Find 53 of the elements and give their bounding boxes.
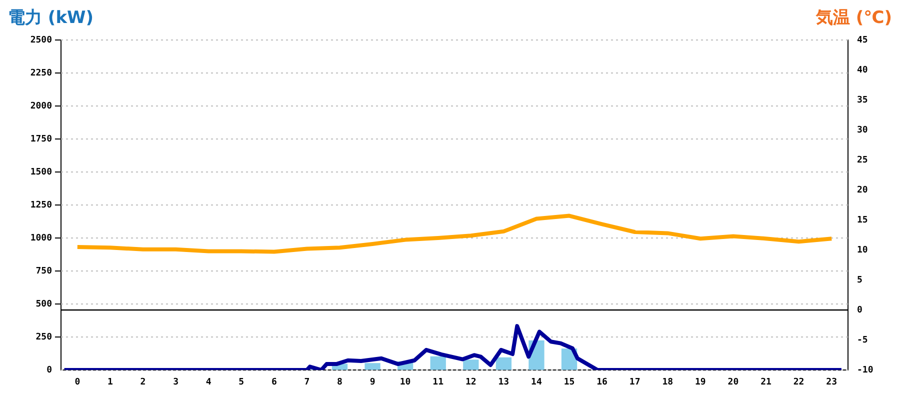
bar [496, 357, 512, 370]
x-tick-label: 20 [728, 378, 739, 388]
y2-tick-label: -5 [857, 335, 868, 346]
x-tick-label: 17 [629, 378, 640, 388]
y-tick-label: 2500 [30, 35, 52, 46]
y2-tick-label: 35 [857, 95, 868, 106]
y-tick-label: 500 [36, 299, 52, 310]
y2-tick-label: 5 [857, 275, 862, 286]
x-tick-label: 9 [370, 378, 376, 388]
x-tick-label: 6 [271, 378, 277, 388]
y2-axis-title: 気温 (℃) [816, 7, 892, 29]
y-tick-label: 0 [46, 365, 52, 376]
x-tick-label: 7 [304, 378, 310, 388]
bar [430, 356, 446, 370]
x-tick-label: 2 [140, 378, 146, 388]
y2-tick-label: 20 [857, 185, 868, 196]
y-tick-label: 250 [36, 332, 52, 342]
y-tick-label: 750 [36, 266, 52, 276]
x-tick-label: 22 [793, 378, 804, 388]
x-tick-label: 16 [596, 378, 608, 388]
y-tick-label: 1250 [30, 200, 52, 210]
y2-tick-label: 40 [857, 65, 868, 76]
x-tick-label: 12 [465, 378, 476, 388]
bar [463, 360, 479, 370]
x-tick-label: 4 [206, 378, 212, 388]
y2-tick-label: 10 [857, 245, 868, 256]
y2-tick-label: 45 [857, 35, 868, 46]
x-tick-label: 0 [74, 378, 80, 388]
y-axis-title: 電力 (kW) [8, 7, 94, 29]
y-tick-label: 1000 [30, 233, 52, 244]
x-tick-label: 5 [238, 378, 244, 388]
x-tick-label: 23 [826, 378, 838, 388]
y-tick-label: 1500 [30, 167, 52, 178]
x-tick-label: 1 [107, 378, 113, 388]
x-tick-label: 3 [173, 378, 178, 388]
x-tick-label: 15 [564, 378, 575, 388]
y2-tick-label: -10 [857, 365, 874, 376]
y2-tick-label: 0 [857, 305, 862, 316]
x-tick-label: 19 [695, 378, 706, 388]
y-tick-label: 1750 [30, 134, 52, 144]
x-tick-label: 18 [662, 378, 674, 388]
x-tick-label: 10 [400, 378, 411, 388]
y2-tick-label: 25 [857, 155, 868, 166]
x-tick-label: 8 [337, 378, 342, 388]
y2-tick-label: 30 [857, 125, 868, 136]
y2-tick-label: 15 [857, 215, 868, 226]
x-tick-label: 21 [760, 378, 772, 388]
x-tick-label: 11 [432, 378, 444, 388]
x-tick-label: 14 [531, 378, 542, 388]
x-tick-label: 13 [498, 378, 510, 388]
y-tick-label: 2250 [30, 68, 52, 78]
bar [364, 363, 380, 370]
y-tick-label: 2000 [30, 101, 52, 112]
